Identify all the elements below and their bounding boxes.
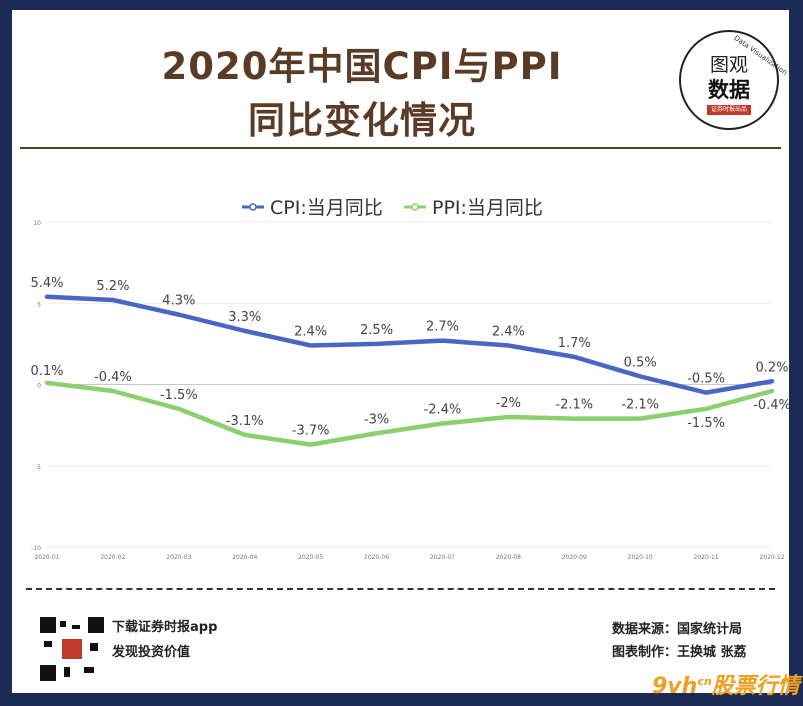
data-point [177, 313, 181, 317]
data-label: 2.4% [294, 325, 327, 340]
x-tick-label: 2020-12 [759, 554, 784, 561]
data-point [309, 344, 313, 347]
data-label: -3% [364, 412, 389, 427]
data-label: 2.5% [360, 323, 393, 338]
data-point [638, 374, 642, 378]
y-tick-label: -5 [35, 464, 41, 471]
x-tick-label: 2020-05 [298, 554, 323, 561]
x-tick-label: 2020-06 [364, 554, 389, 561]
data-label: -1.5% [687, 416, 725, 431]
data-label: -2.1% [555, 398, 593, 413]
series-line [44, 294, 775, 395]
data-label: 0.2% [755, 360, 788, 375]
data-source-text: 数据来源：国家统计局 [612, 622, 743, 637]
data-label: 0.5% [624, 355, 657, 370]
y-tick-label: 5 [37, 301, 41, 308]
data-label: 5.4% [30, 276, 63, 291]
invest-value-text: 发现投资价值 [112, 645, 191, 660]
data-label: 0.1% [30, 364, 63, 379]
legend-label: CPI:当月同比 [270, 197, 383, 219]
data-point [111, 298, 115, 302]
data-point [638, 417, 642, 421]
data-point [506, 344, 510, 347]
data-point [572, 417, 576, 421]
chart-title-line1: 2020年中国CPI与PPI [161, 45, 563, 88]
data-point [440, 422, 444, 425]
data-point [704, 391, 708, 395]
data-label: 3.3% [228, 310, 261, 325]
logo-badge: 证券时报出品 [707, 105, 751, 115]
series-line [44, 380, 775, 447]
x-tick-label: 2020-04 [232, 554, 257, 561]
data-point [375, 342, 379, 346]
y-tick-label: -10 [31, 545, 41, 552]
x-tick-label: 2020-02 [100, 554, 125, 561]
logo-text-main: 数据 [708, 78, 750, 102]
qr-code-icon[interactable] [40, 617, 104, 681]
chart-title-line2: 同比变化情况 [248, 99, 476, 142]
data-label: 5.2% [96, 279, 129, 294]
x-tick-label: 2020-07 [430, 554, 455, 561]
data-label: 4.3% [162, 294, 195, 309]
data-label: -1.5% [160, 388, 198, 403]
data-point [45, 295, 49, 299]
line-chart: 10 5 0 -5 -10 2020-01 2020-02 2020-03 2020-04 202… [30, 197, 789, 561]
x-tick-label: 2020-01 [34, 554, 59, 561]
logo-text-top: 图观 [709, 54, 748, 76]
data-point [572, 355, 576, 359]
data-label: 1.7% [558, 336, 591, 351]
x-tick-label: 2020-11 [694, 554, 719, 561]
data-point [506, 415, 510, 419]
data-point [243, 433, 247, 437]
download-app-text: 下载证券时报app [112, 620, 218, 635]
x-tick-label: 2020-10 [628, 554, 653, 561]
data-label: -2.1% [621, 398, 659, 413]
data-point [375, 431, 379, 435]
data-point [177, 407, 181, 411]
footer-divider [26, 588, 775, 590]
data-point [45, 381, 49, 385]
data-label: -2.4% [424, 403, 462, 418]
data-label: -3.7% [292, 424, 330, 439]
data-label: -2% [496, 396, 521, 411]
data-point [704, 407, 708, 411]
data-label: -0.4% [94, 370, 132, 385]
y-tick-label: 0 [37, 383, 41, 390]
chart-panel: 2020年中国CPI与PPI 同比变化情况 Data Visualization… [12, 10, 789, 693]
data-point [243, 329, 247, 333]
data-label: -3.1% [226, 414, 264, 429]
watermark: 9vhcn股票行情 [652, 674, 800, 699]
data-label: 2.4% [492, 325, 525, 340]
legend-marker [411, 203, 419, 211]
data-label: -0.4% [753, 398, 789, 413]
data-point [440, 339, 444, 343]
data-point [309, 443, 313, 447]
data-point [111, 389, 115, 393]
x-tick-label: 2020-08 [496, 554, 521, 561]
title-rule [20, 147, 781, 149]
x-tick-label: 2020-03 [166, 554, 191, 561]
legend-label: PPI:当月同比 [432, 197, 543, 219]
data-point [770, 389, 774, 393]
data-label: 2.7% [426, 320, 459, 335]
legend-marker [249, 203, 257, 211]
chart-author-text: 图表制作：王换城 张荔 [612, 645, 747, 660]
data-label: -0.5% [687, 372, 725, 387]
x-tick-label: 2020-09 [562, 554, 587, 561]
y-tick-label: 10 [33, 220, 41, 227]
brand-logo: Data Visualization 图观 数据 证券时报出品 [679, 30, 789, 130]
data-point [770, 379, 774, 383]
